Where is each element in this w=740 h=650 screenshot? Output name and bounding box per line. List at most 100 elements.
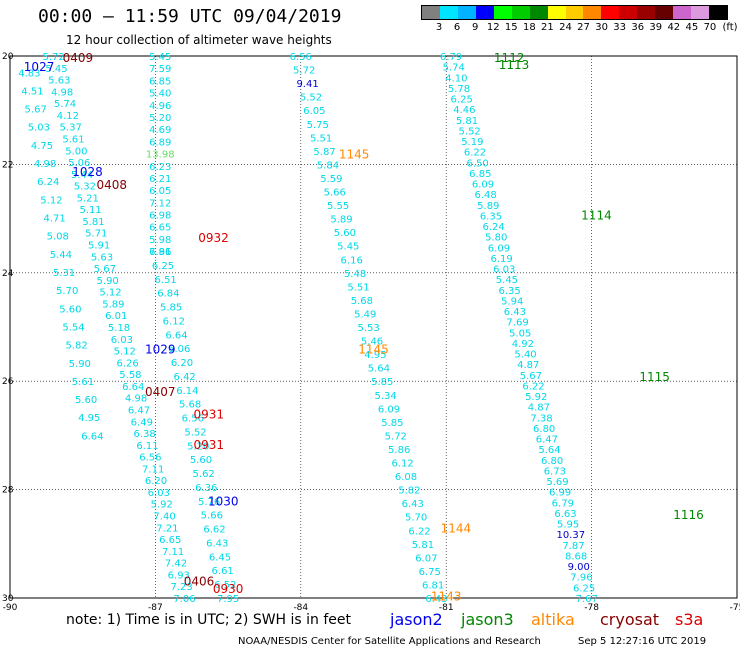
wave-height-value: 5.49 xyxy=(354,309,376,320)
wave-height-value: 5.89 xyxy=(102,299,124,310)
wave-height-value: 6.07 xyxy=(415,553,437,564)
wave-height-value: 7.67 xyxy=(576,594,598,605)
wave-height-value: 6.42 xyxy=(174,372,196,383)
wave-height-value: 5.52 xyxy=(459,126,481,137)
x-tick-label: -81 xyxy=(439,603,454,613)
wave-height-value: 6.89 xyxy=(149,137,171,148)
wave-height-value: 5.85 xyxy=(160,303,182,314)
wave-height-value: 5.70 xyxy=(405,513,427,524)
wave-height-value: 6.43 xyxy=(504,307,526,318)
wave-height-value: 5.31 xyxy=(53,268,75,279)
wave-height-value: 6.47 xyxy=(536,435,558,446)
wave-height-value: 6.43 xyxy=(206,538,228,549)
legend-tick-label: 9 xyxy=(471,22,479,33)
pass-time-label: 1113 xyxy=(499,58,530,72)
legend-tick-label: 21 xyxy=(541,22,554,33)
wave-height-value: 5.00 xyxy=(65,146,87,157)
wave-height-value: 5.95 xyxy=(557,520,579,531)
wave-height-value: 6.64 xyxy=(81,431,103,442)
wave-height-value: 5.85 xyxy=(371,377,393,388)
pass-time-label: 0932 xyxy=(198,231,229,245)
wave-height-value: 5.68 xyxy=(179,400,201,411)
wave-height-value: 6.64 xyxy=(122,382,144,393)
wave-height-value: 6.52 xyxy=(214,580,236,591)
wave-height-value: 5.53 xyxy=(358,323,380,334)
pass-time-label: 0931 xyxy=(193,408,224,422)
wave-height-value: 5.78 xyxy=(448,84,470,95)
wave-height-value: 5.54 xyxy=(62,322,84,333)
legend-tick-label: 70 xyxy=(703,22,717,33)
wave-height-value: 6.51 xyxy=(155,275,177,286)
wave-height-value: 6.38 xyxy=(134,429,156,440)
wave-height-value: 5.69 xyxy=(546,477,568,488)
wave-height-value: 6.61 xyxy=(212,566,234,577)
pass-time-label: 1027 xyxy=(24,60,55,74)
wave-height-value: 5.44 xyxy=(71,170,93,181)
legend-swatch xyxy=(511,6,530,19)
wave-height-value: 9.41 xyxy=(296,79,318,90)
wave-height-value: 4.98 xyxy=(125,394,147,405)
wave-height-value: 4.12 xyxy=(57,111,79,122)
wave-height-value: 5.74 xyxy=(54,99,76,110)
wave-height-value: 4.95 xyxy=(78,413,100,424)
wave-height-value: 5.45 xyxy=(45,64,67,75)
wave-height-value: 5.91 xyxy=(88,241,110,252)
color-legend-labels: 3 6 9 12 15 18 21 24 27 30 33 36 39 42 45 70 (ft) xyxy=(421,22,740,36)
wave-height-value: 4.92 xyxy=(512,339,534,350)
legend-sat-jason2: jason2 xyxy=(390,610,443,629)
wave-height-value: 5.72 xyxy=(293,66,315,77)
wave-height-value: 5.12 xyxy=(114,347,136,358)
wave-height-value: 5.08 xyxy=(47,232,69,243)
wave-height-value: 5.81 xyxy=(456,116,478,127)
pass-time-label: 0406 xyxy=(184,575,215,589)
wave-height-value: 5.40 xyxy=(149,89,171,100)
legend-swatch xyxy=(709,6,727,19)
wave-height-value: 7.23 xyxy=(171,582,193,593)
wave-height-value: 5.66 xyxy=(324,188,346,199)
wave-height-value: 7.42 xyxy=(165,559,187,570)
footer-timestamp: Sep 5 12:27:16 UTC 2019 xyxy=(578,636,707,647)
wave-height-value: 7.59 xyxy=(149,64,171,75)
wave-height-value: 6.85 xyxy=(149,76,171,87)
wave-height-value: 5.89 xyxy=(330,215,352,226)
x-tick-label: -87 xyxy=(148,603,163,613)
wave-height-value: 4.96 xyxy=(149,101,171,112)
wave-height-value: 5.61 xyxy=(72,377,94,388)
wave-height-value: 6.91 xyxy=(149,247,171,258)
legend-swatch xyxy=(655,6,674,19)
legend-swatch xyxy=(457,6,476,19)
legend-tick-label: 24 xyxy=(559,22,572,33)
legend-tick-label: 33 xyxy=(613,22,627,33)
wave-height-value: 5.94 xyxy=(501,296,523,307)
x-tick-label: -90 xyxy=(3,603,18,613)
wave-height-value: 6.24 xyxy=(37,177,59,188)
wave-height-value: 5.05 xyxy=(509,328,531,339)
wave-height-value: 6.79 xyxy=(440,52,462,63)
y-tick-label: 30 xyxy=(2,594,14,604)
wave-height-value: 6.20 xyxy=(145,476,167,487)
y-tick-label: 26 xyxy=(2,377,14,387)
wave-height-value: 5.11 xyxy=(79,205,101,216)
wave-height-value: 6.56 xyxy=(182,414,204,425)
pass-time-label: 0931 xyxy=(193,438,224,452)
wave-height-value: 5.66 xyxy=(201,511,223,522)
wave-height-value: 8.68 xyxy=(565,551,587,562)
wave-height-value: 6.63 xyxy=(554,509,576,520)
legend-swatch xyxy=(493,6,512,19)
wave-height-value: 6.35 xyxy=(480,211,502,222)
wave-height-value: 6.43 xyxy=(425,594,447,605)
wave-height-value: 6.36 xyxy=(195,483,217,494)
wave-height-value: 5.58 xyxy=(119,370,141,381)
y-tick-label: 28 xyxy=(2,486,14,496)
wave-height-value: 5.90 xyxy=(69,359,91,370)
wave-height-value: 5.74 xyxy=(443,63,465,74)
wave-height-value: 5.72 xyxy=(385,431,407,442)
wave-height-value: 7.86 xyxy=(149,247,171,258)
wave-height-value: 6.64 xyxy=(165,330,187,341)
wave-height-value: 7.11 xyxy=(162,547,184,558)
wave-height-value: 6.21 xyxy=(149,174,171,185)
wave-height-value: 5.34 xyxy=(374,391,396,402)
y-tick-label: 20 xyxy=(2,52,14,62)
wave-height-value: 5.98 xyxy=(149,235,171,246)
